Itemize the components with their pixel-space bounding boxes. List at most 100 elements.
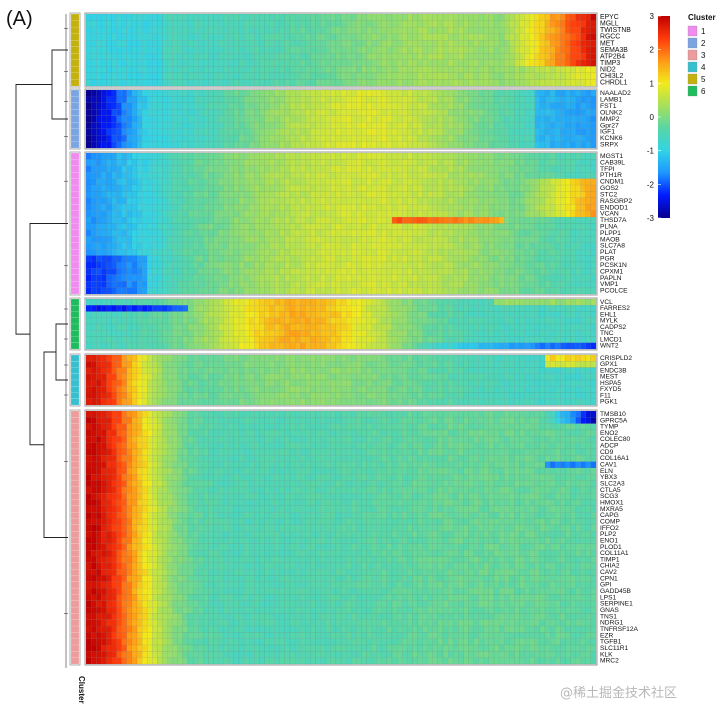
heatmap-cell xyxy=(345,96,352,104)
heatmap-cell xyxy=(335,13,342,21)
heatmap-cell xyxy=(432,122,439,129)
heatmap-cell xyxy=(361,13,367,21)
heatmap-cell xyxy=(417,336,423,343)
heatmap-cell xyxy=(519,274,525,282)
heatmap-cell xyxy=(254,40,260,47)
heatmap-cell xyxy=(402,66,408,74)
heatmap-cell xyxy=(96,115,102,123)
heatmap-cell xyxy=(284,268,291,275)
heatmap-cell xyxy=(157,305,163,312)
heatmap-cell xyxy=(279,141,286,149)
heatmap-cell xyxy=(427,178,433,186)
heatmap-cell xyxy=(463,178,469,186)
heatmap-cell xyxy=(432,184,439,192)
heatmap-cell xyxy=(279,53,286,60)
heatmap-cell xyxy=(90,268,97,275)
heatmap-cell xyxy=(453,229,459,237)
heatmap-cell xyxy=(157,178,163,186)
heatmap-cell xyxy=(463,26,469,34)
heatmap-cell xyxy=(284,274,291,282)
heatmap-cell xyxy=(238,287,245,295)
heatmap-cell xyxy=(488,255,495,263)
heatmap-cell xyxy=(182,317,189,325)
heatmap-cell xyxy=(198,172,204,179)
heatmap-cell xyxy=(162,305,168,312)
heatmap-cell xyxy=(417,184,423,192)
heatmap-cell xyxy=(381,40,388,47)
heatmap-cell xyxy=(386,13,393,21)
heatmap-cell xyxy=(157,40,163,47)
heatmap-cell xyxy=(203,249,209,256)
heatmap-cell xyxy=(335,59,342,67)
heatmap-cell xyxy=(284,13,291,21)
heatmap-cell xyxy=(192,59,199,67)
heatmap-cell xyxy=(549,255,556,263)
heatmap-cell xyxy=(402,40,408,47)
heatmap-cell xyxy=(269,281,275,288)
heatmap-cell xyxy=(198,53,204,60)
heatmap-cell xyxy=(376,229,382,237)
heatmap-cell xyxy=(315,102,321,110)
heatmap-cell xyxy=(493,197,500,205)
heatmap-cell xyxy=(279,184,286,192)
heatmap-cell xyxy=(432,59,439,67)
heatmap-cell xyxy=(264,197,270,205)
heatmap-cell xyxy=(325,305,331,312)
heatmap-cell xyxy=(417,165,423,173)
heatmap-cell xyxy=(152,216,158,224)
heatmap-cell xyxy=(85,311,92,318)
heatmap-cell xyxy=(549,242,556,250)
heatmap-cell xyxy=(417,281,423,288)
heatmap-cell xyxy=(473,141,479,149)
heatmap-cell xyxy=(402,172,408,179)
heatmap-cell xyxy=(427,128,433,136)
heatmap-cell xyxy=(96,134,102,142)
heatmap-cell xyxy=(218,305,224,312)
heatmap-cell xyxy=(458,323,464,331)
cluster-annotation-cell xyxy=(70,191,80,199)
heatmap-cell xyxy=(493,128,500,136)
heatmap-cell xyxy=(131,236,138,243)
heatmap-cell xyxy=(192,20,199,28)
heatmap-cell xyxy=(157,204,163,211)
heatmap-cell xyxy=(279,40,286,47)
heatmap-cell xyxy=(463,109,469,116)
heatmap-cell xyxy=(187,20,194,28)
heatmap-cell xyxy=(407,13,413,21)
heatmap-cell xyxy=(284,298,291,306)
heatmap-cell xyxy=(549,204,556,211)
heatmap-cell xyxy=(437,287,444,295)
heatmap-cell xyxy=(203,115,209,123)
heatmap-cell xyxy=(300,242,306,250)
heatmap-cell xyxy=(315,184,321,192)
heatmap-cell xyxy=(233,172,240,179)
heatmap-cell xyxy=(162,178,168,186)
heatmap-cell xyxy=(524,204,530,211)
heatmap-cell xyxy=(106,223,112,231)
heatmap-cell xyxy=(422,40,428,47)
heatmap-cell xyxy=(167,102,173,110)
heatmap-cell xyxy=(167,204,173,211)
cluster-annotation-cell xyxy=(70,26,80,34)
heatmap-cell xyxy=(192,255,199,263)
heatmap-cell xyxy=(391,223,398,231)
heatmap-cell xyxy=(488,141,495,149)
heatmap-cell xyxy=(85,317,92,325)
heatmap-cell xyxy=(488,261,495,269)
heatmap-cell xyxy=(111,134,117,142)
heatmap-cell xyxy=(539,122,546,129)
heatmap-cell xyxy=(238,59,245,67)
heatmap-cell xyxy=(478,210,484,218)
heatmap-cell xyxy=(402,274,408,282)
heatmap-cell xyxy=(560,122,566,129)
heatmap-cell xyxy=(570,298,576,306)
heatmap-cell xyxy=(305,191,311,199)
heatmap-cell xyxy=(218,249,224,256)
heatmap-cell xyxy=(524,152,530,160)
heatmap-cell xyxy=(555,287,561,295)
heatmap-cell xyxy=(213,122,219,129)
heatmap-cell xyxy=(483,128,490,136)
heatmap-cell xyxy=(320,268,326,275)
heatmap-cell xyxy=(407,33,413,41)
heatmap-cell xyxy=(437,46,444,54)
